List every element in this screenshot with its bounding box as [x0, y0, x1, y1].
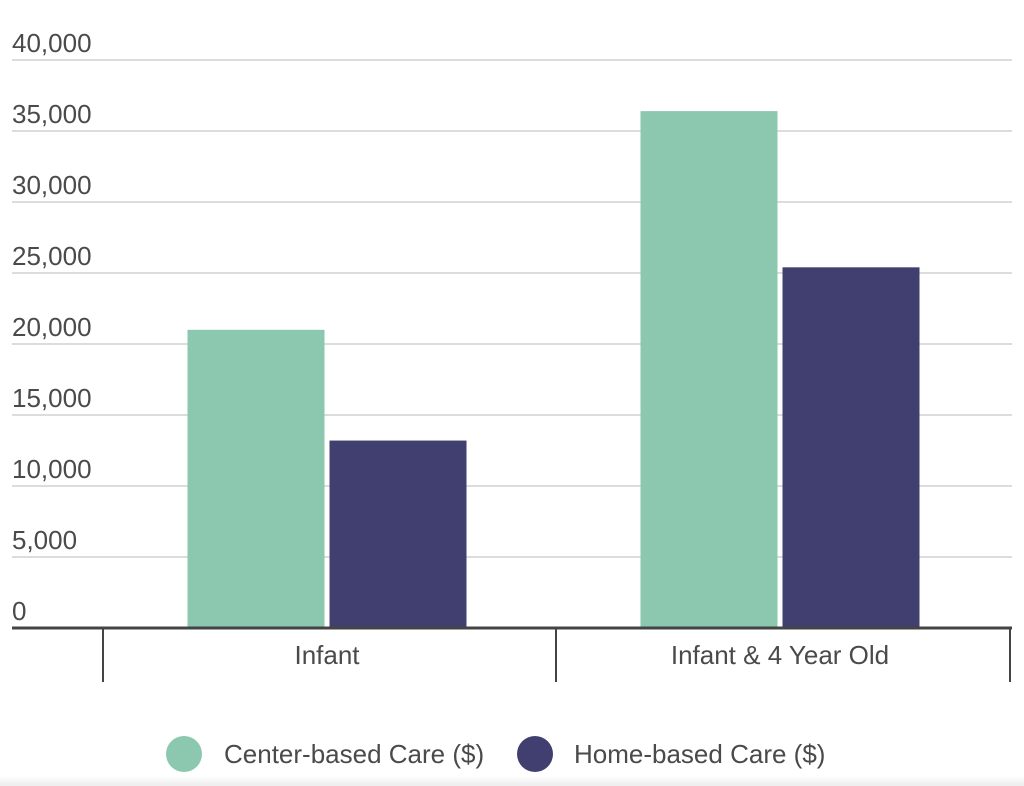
- y-tick-label: 0: [12, 596, 26, 626]
- y-tick-label: 35,000: [12, 99, 92, 129]
- legend-swatch: [166, 736, 202, 772]
- y-tick-label: 25,000: [12, 241, 92, 271]
- y-tick-label: 5,000: [12, 525, 77, 555]
- x-tick-label: Infant & 4 Year Old: [671, 640, 889, 670]
- x-axis: [12, 626, 1012, 682]
- y-tick-label: 10,000: [12, 454, 92, 484]
- bar[interactable]: [329, 440, 467, 628]
- legend-label: Home-based Care ($): [574, 739, 825, 769]
- y-tick-label: 40,000: [12, 28, 92, 58]
- legend-item[interactable]: Home-based Care ($): [517, 736, 825, 772]
- legend-swatch: [517, 736, 553, 772]
- x-tick-label: Infant: [294, 640, 360, 670]
- y-tick-label: 15,000: [12, 383, 92, 413]
- legend[interactable]: Center-based Care ($) Home-based Care ($): [166, 736, 825, 772]
- footer-shade: [0, 776, 1024, 786]
- legend-label: Center-based Care ($): [224, 739, 484, 769]
- legend-item[interactable]: Center-based Care ($): [166, 736, 484, 772]
- bar[interactable]: [640, 111, 778, 629]
- gridlines: [12, 59, 1012, 558]
- bar[interactable]: [187, 329, 325, 628]
- y-tick-label: 20,000: [12, 312, 92, 342]
- y-tick-label: 30,000: [12, 170, 92, 200]
- bars: [187, 111, 920, 629]
- bar[interactable]: [782, 267, 920, 628]
- y-axis-tick-labels: 0 5,000 10,000 15,000 20,000 25,000 30,000 35,0…: [12, 28, 92, 626]
- x-axis-category-labels: Infant Infant & 4 Year Old: [294, 640, 889, 670]
